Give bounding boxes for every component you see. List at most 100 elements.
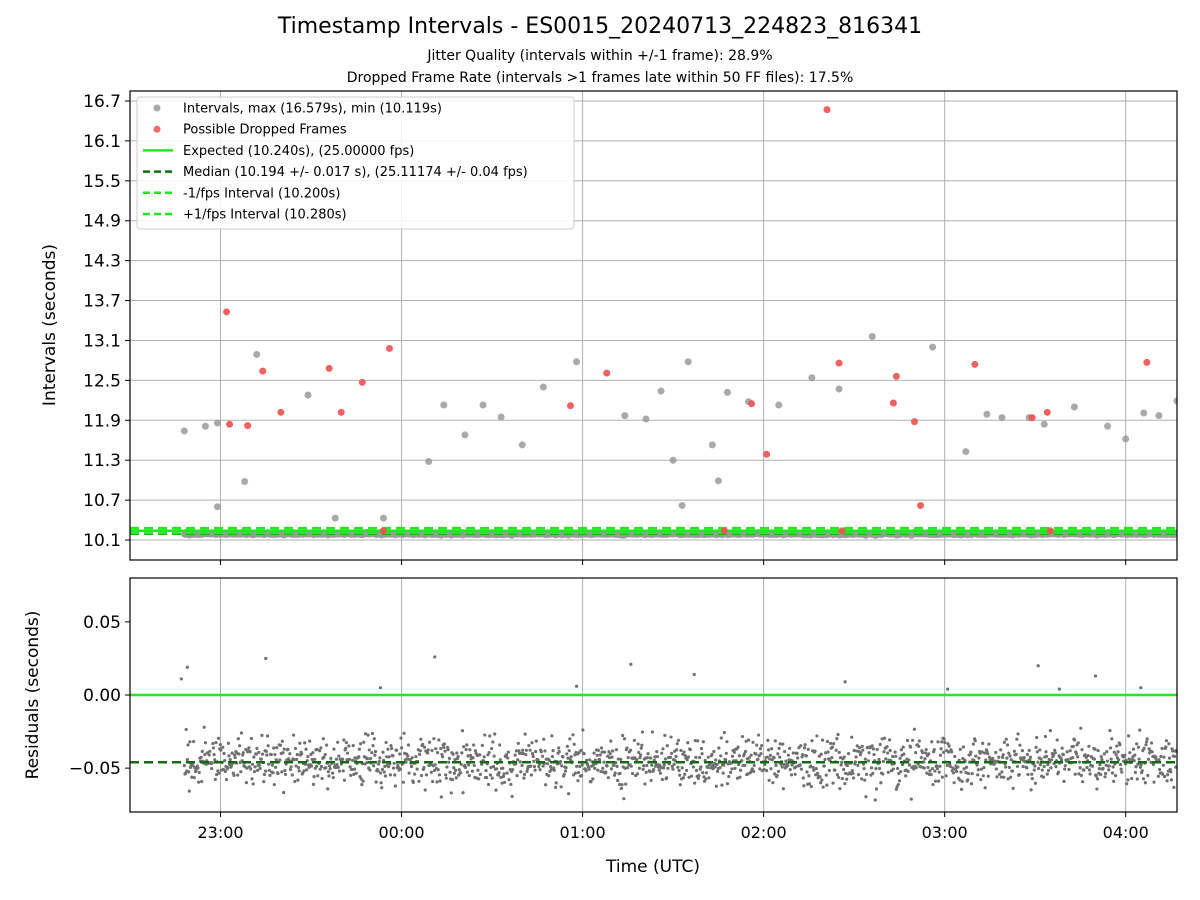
residual-point bbox=[743, 749, 748, 754]
residual-point bbox=[737, 762, 741, 767]
residual-point bbox=[278, 758, 282, 762]
residual-point bbox=[781, 787, 786, 791]
residual-point bbox=[1095, 777, 1100, 781]
residual-point bbox=[270, 763, 275, 767]
residual-point bbox=[810, 739, 814, 743]
residual-point bbox=[1095, 787, 1099, 791]
residual-point bbox=[710, 752, 714, 757]
residual-point bbox=[265, 734, 270, 738]
residual-point bbox=[652, 758, 656, 762]
residual-point bbox=[1112, 779, 1116, 784]
residual-point bbox=[724, 758, 728, 762]
residual-point bbox=[789, 773, 794, 777]
residual-point bbox=[324, 766, 328, 770]
residual-point bbox=[300, 752, 304, 756]
dropped-frame-point bbox=[763, 450, 771, 458]
residual-point bbox=[825, 739, 830, 744]
residual-point bbox=[899, 769, 903, 774]
dropped-frame-point bbox=[244, 422, 252, 430]
residual-point bbox=[771, 781, 775, 785]
residual-point bbox=[794, 765, 798, 769]
residual-point bbox=[676, 738, 681, 742]
residual-point bbox=[399, 736, 403, 740]
residual-point bbox=[1002, 740, 1007, 744]
residual-point bbox=[837, 775, 841, 780]
residual-point bbox=[296, 778, 300, 782]
residual-point bbox=[332, 747, 336, 751]
residual-point bbox=[900, 762, 905, 767]
residual-point bbox=[704, 777, 708, 781]
residual-point bbox=[1152, 780, 1156, 784]
residual-point bbox=[757, 754, 761, 758]
residual-point bbox=[365, 761, 369, 765]
residual-point bbox=[1136, 745, 1141, 749]
residual-point bbox=[870, 744, 874, 748]
dropped-frame-point bbox=[567, 402, 575, 410]
residual-point bbox=[642, 764, 646, 768]
residual-point bbox=[938, 753, 943, 757]
interval-point bbox=[868, 332, 876, 340]
residual-point bbox=[882, 750, 886, 754]
residual-point bbox=[1033, 764, 1037, 768]
residual-point bbox=[1111, 765, 1115, 769]
residual-point bbox=[1007, 751, 1011, 755]
residual-point bbox=[938, 764, 942, 768]
residual-point bbox=[219, 748, 223, 752]
dropped-frame-point bbox=[720, 527, 728, 535]
residual-point bbox=[740, 758, 744, 763]
residual-point bbox=[516, 758, 520, 762]
residual-point bbox=[685, 758, 689, 762]
residual-point bbox=[1108, 746, 1113, 750]
residual-point bbox=[383, 774, 388, 778]
residual-point bbox=[307, 765, 311, 769]
residual-point bbox=[886, 770, 890, 774]
residual-point bbox=[542, 737, 546, 741]
residual-point bbox=[489, 765, 493, 770]
residual-point bbox=[199, 755, 203, 759]
residual-point bbox=[486, 782, 491, 787]
residual-point bbox=[1014, 752, 1018, 756]
residual-point bbox=[767, 778, 771, 782]
residual-point bbox=[391, 766, 396, 770]
residual-point bbox=[521, 751, 525, 756]
residual-point bbox=[452, 771, 456, 775]
residual-point bbox=[1030, 772, 1034, 776]
residual-point bbox=[706, 765, 710, 770]
residual-point bbox=[1029, 788, 1033, 792]
residual-point bbox=[436, 768, 440, 772]
residual-point bbox=[853, 760, 858, 764]
residual-point bbox=[786, 763, 790, 767]
residual-point bbox=[805, 770, 809, 774]
residual-point bbox=[801, 753, 805, 757]
residual-point bbox=[730, 767, 734, 771]
residual-point bbox=[750, 767, 754, 771]
residual-point bbox=[352, 772, 356, 776]
residual-point bbox=[321, 737, 325, 741]
residual-point bbox=[999, 748, 1003, 752]
intervals-y-tick-label: 16.7 bbox=[83, 92, 121, 112]
residual-point bbox=[780, 765, 784, 769]
residual-point bbox=[1045, 754, 1049, 758]
residual-point bbox=[653, 755, 657, 759]
residual-point bbox=[211, 741, 215, 746]
residual-point bbox=[550, 754, 555, 759]
residual-point bbox=[484, 768, 488, 773]
residual-point bbox=[383, 764, 387, 768]
residual-point bbox=[184, 727, 188, 732]
residual-point bbox=[460, 729, 465, 733]
residual-point bbox=[577, 751, 581, 755]
residual-point bbox=[419, 737, 423, 741]
residual-point bbox=[616, 757, 620, 761]
residual-point bbox=[587, 767, 591, 771]
residual-point bbox=[517, 749, 521, 753]
residual-point bbox=[1022, 755, 1026, 760]
residual-point bbox=[406, 743, 411, 747]
residual-point bbox=[719, 736, 723, 740]
residual-point bbox=[768, 753, 772, 758]
residual-point bbox=[999, 775, 1003, 779]
residual-point bbox=[842, 767, 846, 772]
residual-point bbox=[936, 740, 940, 744]
interval-point bbox=[241, 478, 249, 486]
residual-point bbox=[439, 746, 443, 751]
residual-point bbox=[648, 770, 652, 774]
